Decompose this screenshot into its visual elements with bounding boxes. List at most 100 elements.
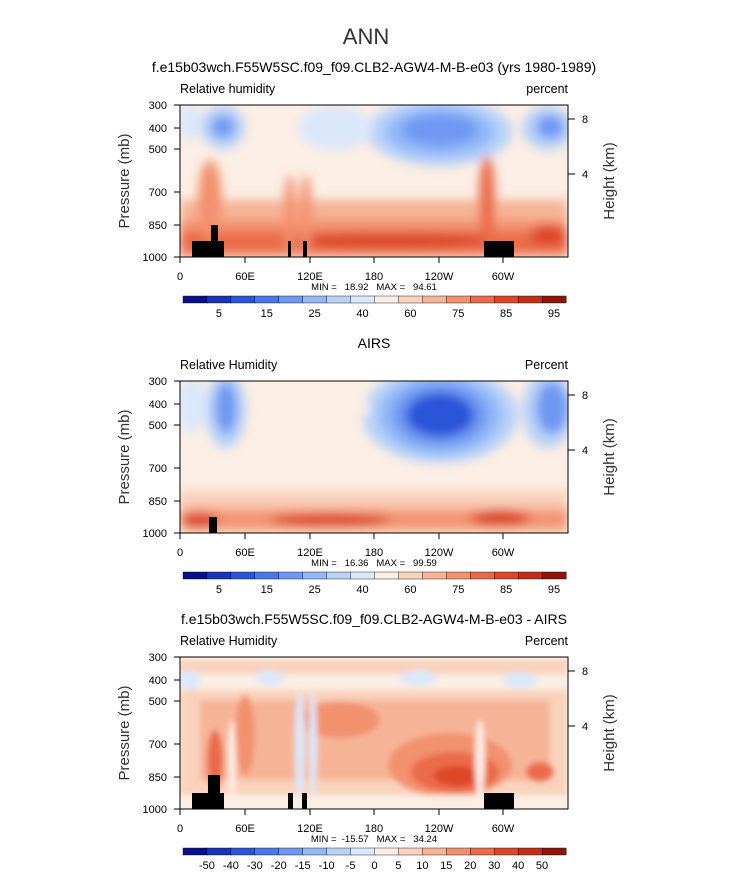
colorbar-swatch <box>446 847 471 856</box>
colorbar-label: 10 <box>416 860 428 872</box>
y-tick-label: 850 <box>149 220 167 232</box>
y-right-tick-label: 4 <box>582 445 588 457</box>
colorbar-label: -10 <box>319 860 335 872</box>
colorbar-label: -5 <box>346 860 356 872</box>
colorbar-swatch <box>302 847 328 856</box>
colorbar-swatch <box>422 571 447 580</box>
colorbar-label: 40 <box>356 308 368 320</box>
y-tick-label: 1000 <box>143 528 167 540</box>
panel-1-stats: MIN = 18.92 MAX = 94.61 <box>311 282 437 293</box>
colorbar-swatch <box>278 847 304 856</box>
colorbar-swatch <box>470 847 495 856</box>
colorbar-label: -50 <box>199 860 215 872</box>
colorbar-label: 95 <box>548 584 560 596</box>
x-tick-label: 60E <box>235 271 255 283</box>
x-tick-label: 60E <box>235 547 255 559</box>
panel-1-field <box>180 105 568 257</box>
panel-3-stats: MIN = -15.57 MAX = 34.24 <box>311 834 437 845</box>
panel-1-colorbar: 5 15 25 40 60 75 85 95 <box>182 295 567 320</box>
y-tick-label: 400 <box>149 123 167 135</box>
y-tick-label: 500 <box>149 144 167 156</box>
colorbar-swatch <box>182 847 208 856</box>
panel-1-ylabel: Pressure (mb) <box>116 133 133 228</box>
panel-2-topography <box>209 517 217 533</box>
x-tick-label: 0 <box>177 547 183 559</box>
colorbar-swatch <box>398 847 423 856</box>
y-tick-label: 500 <box>149 696 167 708</box>
colorbar-swatch <box>374 295 399 304</box>
panel-3-variable-label: Relative Humidity <box>180 634 278 648</box>
colorbar-label: 5 <box>216 308 222 320</box>
colorbar-label: 85 <box>500 308 512 320</box>
colorbar-label: 20 <box>464 860 476 872</box>
figure-title: ANN <box>343 24 389 49</box>
colorbar-label: 75 <box>452 308 464 320</box>
panel-2-variable-label: Relative Humidity <box>180 358 278 372</box>
panel-2-stats: MIN = 16.36 MAX = 99.59 <box>311 558 437 569</box>
y-tick-label: 850 <box>149 772 167 784</box>
panel-2-title: AIRS <box>358 335 391 351</box>
colorbar-swatch <box>230 571 256 580</box>
panel-3-ylabel-right: Height (km) <box>601 694 618 772</box>
colorbar-swatch <box>541 571 567 580</box>
colorbar-swatch <box>350 847 375 856</box>
colorbar-swatch <box>326 571 352 580</box>
x-tick-label: 120E <box>297 547 323 559</box>
colorbar-label: -15 <box>295 860 311 872</box>
x-tick-label: 0 <box>177 823 183 835</box>
colorbar-swatch <box>206 295 232 304</box>
colorbar-label: -20 <box>271 860 287 872</box>
colorbar-label: 15 <box>440 860 452 872</box>
colorbar-swatch <box>493 571 519 580</box>
colorbar-swatch <box>182 571 208 580</box>
y-right-tick-label: 4 <box>582 169 588 181</box>
y-tick-label: 850 <box>149 496 167 508</box>
colorbar-swatch <box>278 295 304 304</box>
colorbar-swatch <box>422 847 447 856</box>
panel-3: f.e15b03wch.F55W5SC.f09_f09.CLB2-AGW4-M-… <box>116 611 618 872</box>
panel-1-y-ticks: 300 400 500 700 850 1000 <box>143 100 167 264</box>
colorbar-swatch <box>302 295 328 304</box>
colorbar-swatch <box>446 295 471 304</box>
colorbar-swatch <box>374 847 399 856</box>
y-tick-label: 700 <box>149 463 167 475</box>
y-tick-label: 300 <box>149 652 167 664</box>
colorbar-label: 0 <box>371 860 377 872</box>
colorbar-label: 95 <box>548 308 560 320</box>
colorbar-swatch <box>350 571 375 580</box>
colorbar-swatch <box>470 295 495 304</box>
x-tick-label: 180 <box>365 823 383 835</box>
y-tick-label: 500 <box>149 420 167 432</box>
x-tick-label: 120W <box>425 547 454 559</box>
y-right-tick-label: 8 <box>582 390 588 402</box>
colorbar-swatch <box>254 295 280 304</box>
colorbar-swatch <box>254 847 280 856</box>
x-tick-label: 60W <box>492 823 515 835</box>
x-tick-label: 120W <box>425 823 454 835</box>
colorbar-swatch <box>470 571 495 580</box>
colorbar-swatch <box>230 295 256 304</box>
x-tick-label: 0 <box>177 271 183 283</box>
panel-3-y-ticks: 300 400 500 700 850 1000 <box>143 652 167 816</box>
panel-2-ylabel-right: Height (km) <box>601 418 618 496</box>
colorbar-label: 60 <box>404 308 416 320</box>
colorbar-label: -40 <box>223 860 239 872</box>
panel-1-title: f.e15b03wch.F55W5SC.f09_f09.CLB2-AGW4-M-… <box>152 59 596 75</box>
panel-3-title: f.e15b03wch.F55W5SC.f09_f09.CLB2-AGW4-M-… <box>181 611 567 627</box>
panel-3-colorbar: -50 -40 -30 -20 -15 -10 -5 0 5 10 15 20 30 40 50 <box>182 847 567 872</box>
colorbar-label: -30 <box>247 860 263 872</box>
panel-1: f.e15b03wch.F55W5SC.f09_f09.CLB2-AGW4-M-… <box>116 59 618 320</box>
x-tick-label: 120E <box>297 271 323 283</box>
y-tick-label: 700 <box>149 739 167 751</box>
panel-2-y-ticks: 300 400 500 700 850 1000 <box>143 376 167 540</box>
panel-1-topography <box>192 225 514 257</box>
panel-1-ylabel-right: Height (km) <box>601 142 618 220</box>
colorbar-swatch <box>278 571 304 580</box>
panel-2-x-ticks: 0 60E 120E 180 120W 60W <box>177 547 515 559</box>
panel-1-x-ticks: 0 60E 120E 180 120W 60W <box>177 271 515 283</box>
colorbar-swatch <box>446 571 471 580</box>
colorbar-swatch <box>302 571 328 580</box>
colorbar-label: 5 <box>395 860 401 872</box>
panel-3-units-label: Percent <box>525 634 569 648</box>
